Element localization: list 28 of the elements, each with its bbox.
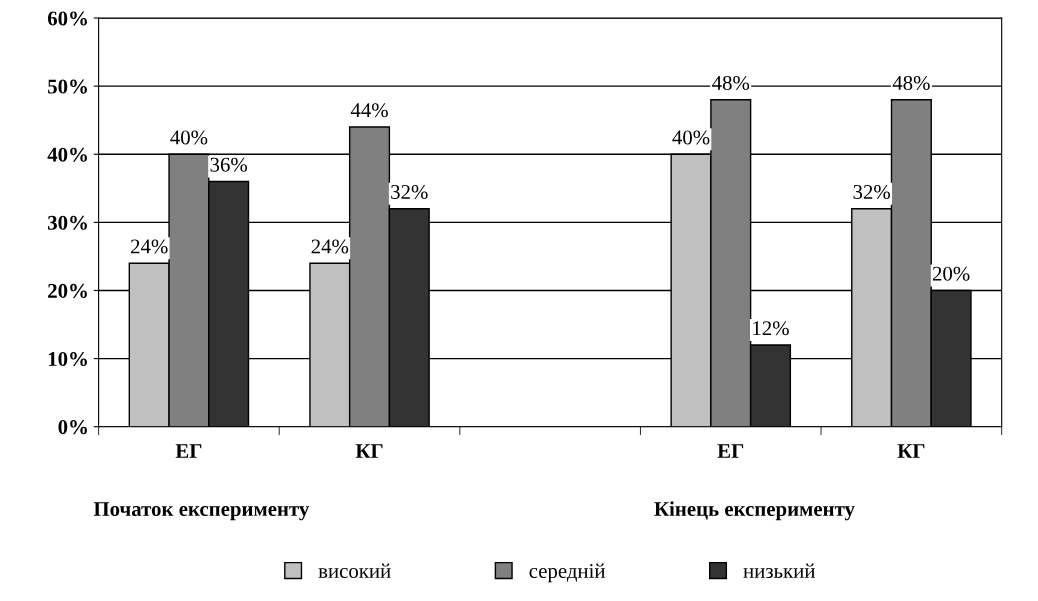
legend-label: низький [743, 563, 815, 579]
y-tick-label: 30% [48, 215, 87, 230]
text: 44% [350, 103, 388, 118]
y-tick-label: 60% [47, 11, 87, 26]
text: 32% [853, 184, 891, 200]
y-tick-label: 50% [48, 79, 87, 94]
text: Початок експерименту [93, 502, 310, 521]
y-tick-label: 40% [47, 147, 87, 162]
text: 36% [210, 157, 248, 172]
text: 24% [311, 239, 349, 254]
text: 24% [131, 239, 168, 254]
text: 20% [932, 266, 970, 281]
x-tick-label: ЕГ [717, 444, 744, 458]
x-tick-label: КГ [897, 444, 925, 458]
text: 32% [391, 184, 428, 200]
y-tick-label: 10% [48, 351, 87, 367]
text: 12% [753, 321, 789, 336]
text: 40% [672, 130, 710, 145]
text: 48% [712, 75, 750, 91]
x-tick-label: ЕГ [175, 444, 202, 458]
x-tick-label: КГ [355, 444, 383, 458]
y-tick-label: 20% [48, 283, 87, 298]
legend-label: середній [529, 563, 606, 583]
text: 48% [892, 75, 930, 91]
text: Кінець експерименту [654, 501, 855, 521]
y-tick-label: 0% [58, 420, 87, 435]
text: 40% [170, 130, 208, 145]
legend-label: високий [318, 563, 391, 579]
